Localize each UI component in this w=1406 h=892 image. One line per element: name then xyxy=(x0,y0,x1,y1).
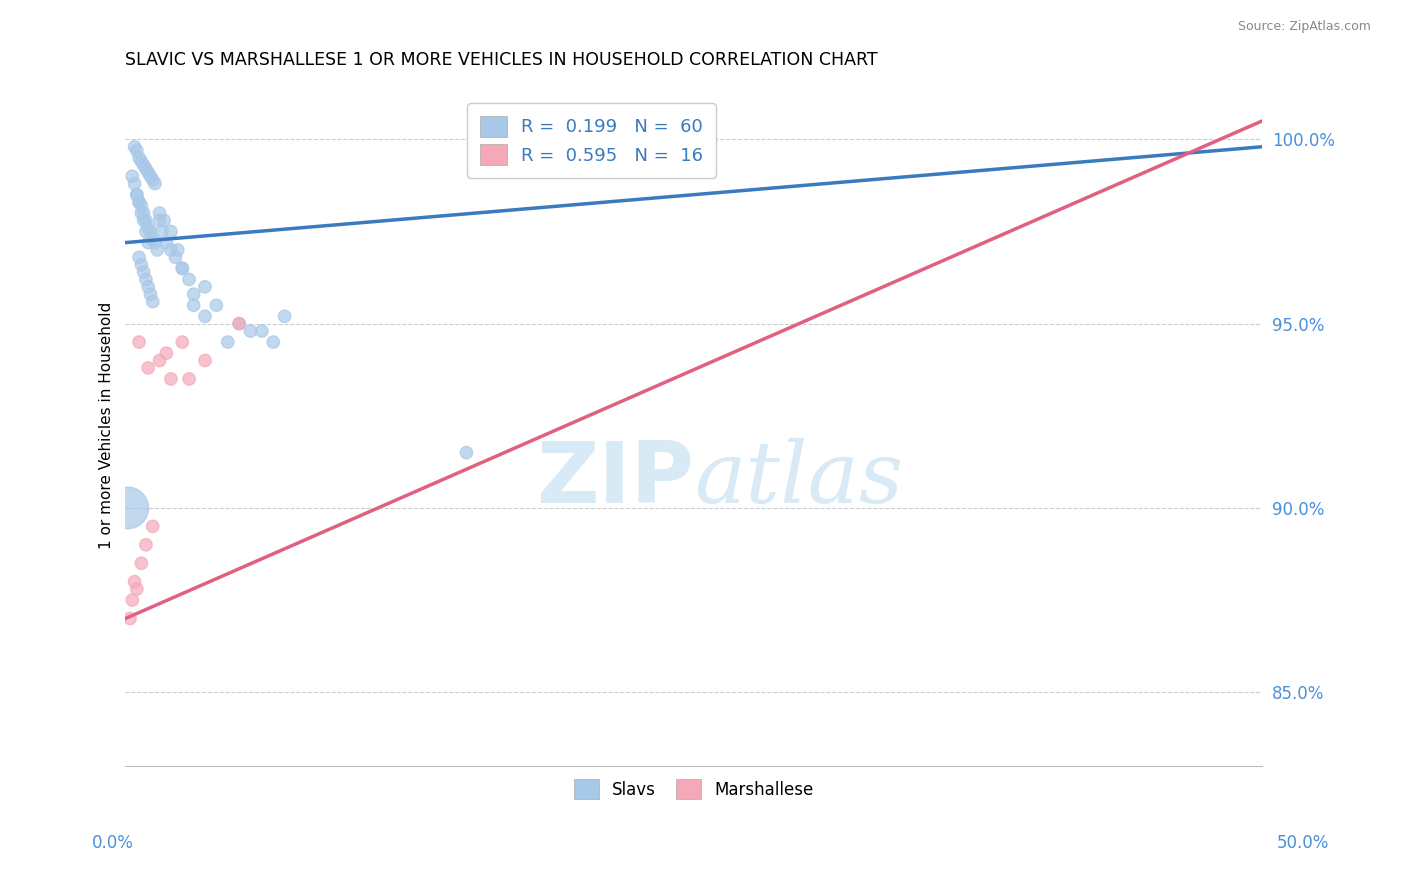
Point xyxy=(125,582,148,596)
Point xyxy=(135,538,157,552)
Point xyxy=(128,335,150,350)
Point xyxy=(131,206,153,220)
Point xyxy=(136,220,159,235)
Point xyxy=(183,298,205,312)
Point xyxy=(160,372,183,386)
Point xyxy=(155,346,177,360)
Text: ZIP: ZIP xyxy=(536,438,693,521)
Point xyxy=(183,287,205,301)
Point xyxy=(121,593,143,607)
Point xyxy=(121,169,143,184)
Point xyxy=(250,324,273,338)
Point xyxy=(128,195,150,210)
Point xyxy=(124,140,146,154)
Point xyxy=(132,158,155,172)
Legend: Slavs, Marshallese: Slavs, Marshallese xyxy=(567,772,820,805)
Point xyxy=(125,144,148,158)
Point xyxy=(273,310,295,324)
Text: atlas: atlas xyxy=(693,438,903,521)
Point xyxy=(166,243,188,257)
Point xyxy=(142,294,165,309)
Point xyxy=(117,500,139,515)
Point xyxy=(142,519,165,533)
Point xyxy=(128,250,150,264)
Point xyxy=(132,265,155,279)
Point xyxy=(148,213,170,227)
Point xyxy=(146,243,169,257)
Point xyxy=(142,173,165,187)
Point xyxy=(228,317,250,331)
Point xyxy=(239,324,262,338)
Point xyxy=(125,187,148,202)
Point xyxy=(128,151,150,165)
Point xyxy=(139,287,162,301)
Point xyxy=(131,556,153,570)
Point xyxy=(155,235,177,250)
Point xyxy=(160,225,183,239)
Point xyxy=(136,280,159,294)
Text: SLAVIC VS MARSHALLESE 1 OR MORE VEHICLES IN HOUSEHOLD CORRELATION CHART: SLAVIC VS MARSHALLESE 1 OR MORE VEHICLES… xyxy=(125,51,879,69)
Point xyxy=(139,225,162,239)
Point xyxy=(172,335,194,350)
Point xyxy=(143,235,166,250)
Point xyxy=(165,250,187,264)
Point xyxy=(135,213,157,227)
Text: 0.0%: 0.0% xyxy=(91,834,134,852)
Point xyxy=(135,272,157,286)
Point xyxy=(132,213,155,227)
Point xyxy=(131,154,153,169)
Point xyxy=(456,445,478,459)
Point xyxy=(194,353,217,368)
Point xyxy=(125,187,148,202)
Point xyxy=(131,199,153,213)
Point xyxy=(228,317,250,331)
Point xyxy=(139,169,162,184)
Point xyxy=(153,213,176,227)
Point xyxy=(194,310,217,324)
Point xyxy=(160,243,183,257)
Point xyxy=(132,206,155,220)
Point xyxy=(135,161,157,176)
Point xyxy=(172,261,194,276)
Text: 50.0%: 50.0% xyxy=(1277,834,1329,852)
Point xyxy=(150,225,173,239)
Point xyxy=(135,225,157,239)
Text: Source: ZipAtlas.com: Source: ZipAtlas.com xyxy=(1237,20,1371,33)
Point xyxy=(205,298,228,312)
Y-axis label: 1 or more Vehicles in Household: 1 or more Vehicles in Household xyxy=(100,301,114,549)
Point xyxy=(124,177,146,191)
Point xyxy=(136,165,159,179)
Point xyxy=(131,258,153,272)
Point xyxy=(262,335,284,350)
Point xyxy=(172,261,194,276)
Point xyxy=(128,195,150,210)
Point xyxy=(179,372,201,386)
Point xyxy=(217,335,239,350)
Point xyxy=(136,235,159,250)
Point xyxy=(194,280,217,294)
Point xyxy=(142,232,165,246)
Point xyxy=(118,611,141,625)
Point xyxy=(148,206,170,220)
Point xyxy=(179,272,201,286)
Point xyxy=(124,574,146,589)
Point xyxy=(136,360,159,375)
Point xyxy=(143,177,166,191)
Point xyxy=(148,353,170,368)
